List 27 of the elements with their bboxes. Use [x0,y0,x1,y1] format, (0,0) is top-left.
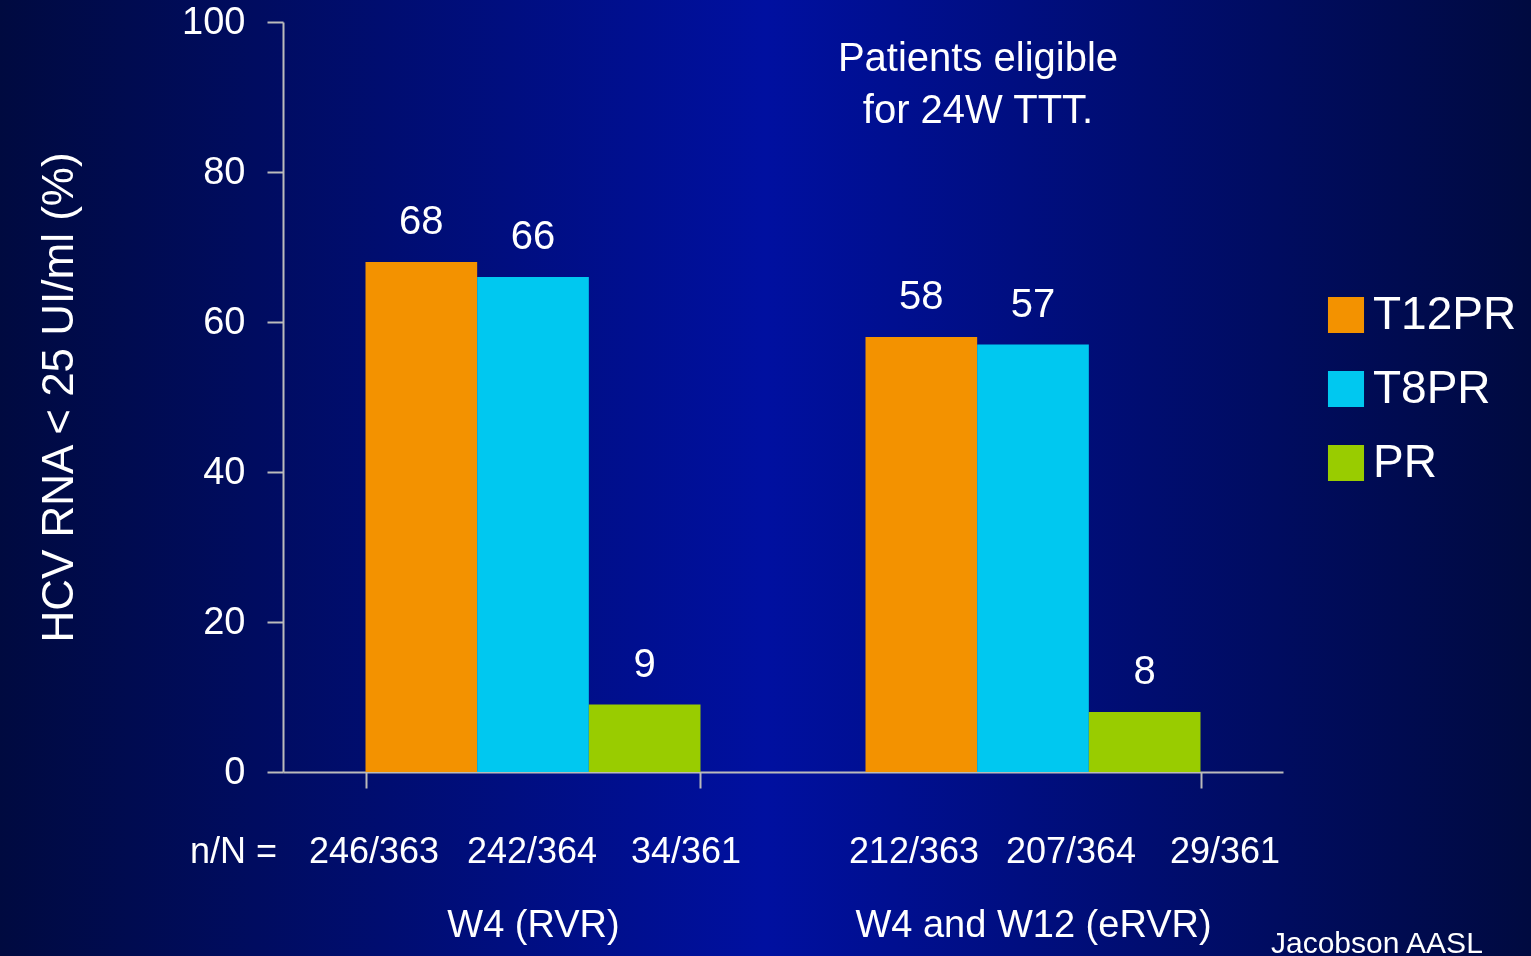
data-label: 9 [633,640,656,685]
text: n/N = [190,830,278,871]
data-label: 57 [1010,280,1056,325]
legend-label: T8PR [1373,361,1491,413]
text: 212/363 [848,830,980,871]
y-tick-label: 60 [203,299,246,342]
legend-label: PR [1373,435,1437,487]
text: 242/364 [466,830,598,871]
legend-label: T12PR [1373,287,1517,339]
text: 207/364 [1005,830,1137,871]
y-tick-label: 20 [203,599,246,642]
x-tick-label: W4 and W12 (eRVR) [855,902,1212,945]
text: 34/361 [630,830,742,871]
y-tick-label: 40 [203,449,246,492]
y-tick-label: 0 [224,749,246,792]
y-tick-label: 80 [203,149,246,192]
text: Jacobson AASL [1271,926,1483,956]
data-label: 68 [399,198,444,242]
y-axis-title: HCV RNA < 25 UI/ml (%) [33,152,83,643]
x-tick-label: W4 (RVR) [447,902,620,945]
data-label: 8 [1133,648,1156,692]
y-tick-label: 100 [182,0,246,42]
data-label: 58 [899,273,944,317]
text: 29/361 [1169,830,1281,871]
annotation: Patients eligible for 24W TTT. [837,35,1119,131]
data-label: 66 [510,213,556,257]
text: 246/363 [308,830,440,871]
